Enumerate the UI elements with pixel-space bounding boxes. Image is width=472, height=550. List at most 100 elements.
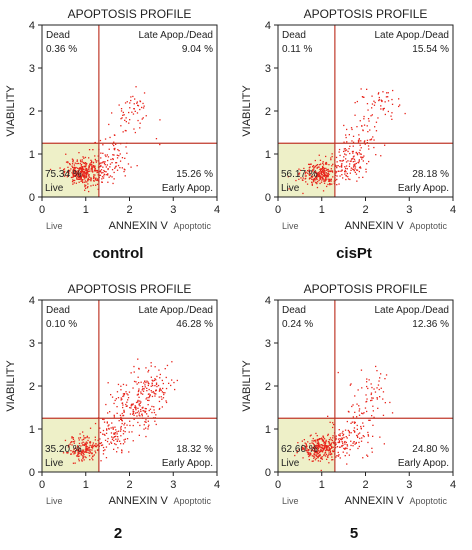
data-point bbox=[85, 168, 87, 170]
data-point bbox=[88, 168, 90, 170]
data-point bbox=[139, 405, 141, 407]
data-point bbox=[94, 178, 97, 180]
data-point bbox=[79, 452, 81, 455]
data-point bbox=[302, 177, 304, 179]
data-point bbox=[346, 447, 348, 450]
data-point bbox=[162, 392, 165, 394]
data-point bbox=[327, 445, 329, 447]
data-point bbox=[139, 127, 141, 129]
data-point bbox=[321, 177, 324, 179]
data-point bbox=[153, 411, 156, 414]
data-point bbox=[335, 456, 337, 458]
data-point bbox=[102, 166, 104, 168]
data-point bbox=[325, 449, 327, 452]
data-point bbox=[138, 390, 140, 392]
data-point bbox=[354, 102, 356, 104]
data-point bbox=[82, 171, 84, 173]
data-point bbox=[82, 457, 84, 459]
data-point bbox=[309, 454, 311, 457]
data-point bbox=[367, 131, 369, 133]
data-point bbox=[99, 171, 101, 173]
data-point bbox=[332, 437, 334, 439]
data-point bbox=[327, 172, 330, 174]
data-point bbox=[364, 407, 367, 409]
data-point bbox=[159, 377, 161, 379]
data-point bbox=[322, 162, 324, 164]
data-point bbox=[323, 171, 325, 173]
data-point bbox=[340, 160, 342, 162]
data-point bbox=[100, 157, 102, 159]
data-point bbox=[313, 174, 316, 176]
data-point bbox=[344, 153, 346, 155]
data-point bbox=[125, 403, 127, 406]
data-point bbox=[130, 99, 132, 102]
data-point bbox=[356, 169, 359, 171]
data-point bbox=[107, 181, 109, 183]
data-point bbox=[126, 152, 128, 154]
data-point bbox=[358, 408, 361, 410]
data-point bbox=[346, 141, 348, 143]
data-point bbox=[316, 455, 318, 457]
data-point bbox=[336, 184, 338, 186]
data-point bbox=[375, 365, 377, 368]
data-point bbox=[122, 383, 125, 386]
data-point bbox=[332, 459, 334, 461]
data-point bbox=[353, 165, 355, 167]
data-point bbox=[115, 429, 117, 431]
data-point bbox=[358, 410, 360, 412]
y-tick-label: 0 bbox=[265, 467, 271, 479]
data-point bbox=[81, 180, 83, 182]
data-point bbox=[92, 166, 94, 168]
x-tick-label: 2 bbox=[362, 204, 368, 216]
data-point bbox=[328, 449, 330, 451]
data-point bbox=[340, 438, 342, 441]
data-point bbox=[155, 393, 157, 395]
dead-quadrant-label: Dead bbox=[46, 30, 70, 41]
data-point bbox=[297, 442, 299, 444]
data-point bbox=[134, 98, 136, 100]
data-point bbox=[70, 441, 73, 443]
data-point bbox=[83, 171, 85, 173]
data-point bbox=[324, 179, 326, 181]
data-point bbox=[77, 451, 79, 453]
data-point bbox=[361, 125, 363, 127]
data-point bbox=[323, 174, 326, 177]
data-point bbox=[137, 105, 140, 107]
data-point bbox=[318, 173, 321, 175]
data-point bbox=[94, 450, 96, 452]
data-point bbox=[154, 366, 156, 368]
data-point bbox=[318, 455, 321, 457]
data-point bbox=[391, 103, 394, 105]
data-point bbox=[380, 105, 382, 107]
data-point bbox=[122, 111, 124, 114]
data-point bbox=[88, 166, 90, 168]
data-point bbox=[137, 104, 139, 106]
data-point bbox=[343, 447, 345, 450]
data-point bbox=[315, 450, 318, 453]
data-point bbox=[311, 184, 313, 186]
panel-caption: cisPt bbox=[336, 245, 372, 262]
data-point bbox=[325, 439, 327, 441]
data-point bbox=[298, 168, 300, 170]
data-point bbox=[81, 161, 83, 163]
y-tick-label: 3 bbox=[265, 63, 271, 75]
data-point bbox=[329, 445, 332, 447]
data-point bbox=[73, 166, 76, 168]
data-point bbox=[339, 433, 341, 435]
data-point bbox=[119, 153, 121, 155]
data-point bbox=[328, 164, 330, 166]
data-point bbox=[87, 447, 89, 449]
data-point bbox=[81, 439, 83, 441]
data-point bbox=[107, 168, 109, 171]
data-point bbox=[107, 156, 110, 158]
data-point bbox=[327, 415, 329, 417]
data-point bbox=[350, 432, 352, 434]
y-tick-label: 4 bbox=[265, 20, 271, 32]
data-point bbox=[129, 119, 131, 121]
data-point bbox=[104, 449, 106, 451]
data-point bbox=[341, 438, 344, 440]
data-point bbox=[123, 170, 125, 173]
data-point bbox=[90, 170, 92, 172]
data-point bbox=[131, 404, 134, 406]
